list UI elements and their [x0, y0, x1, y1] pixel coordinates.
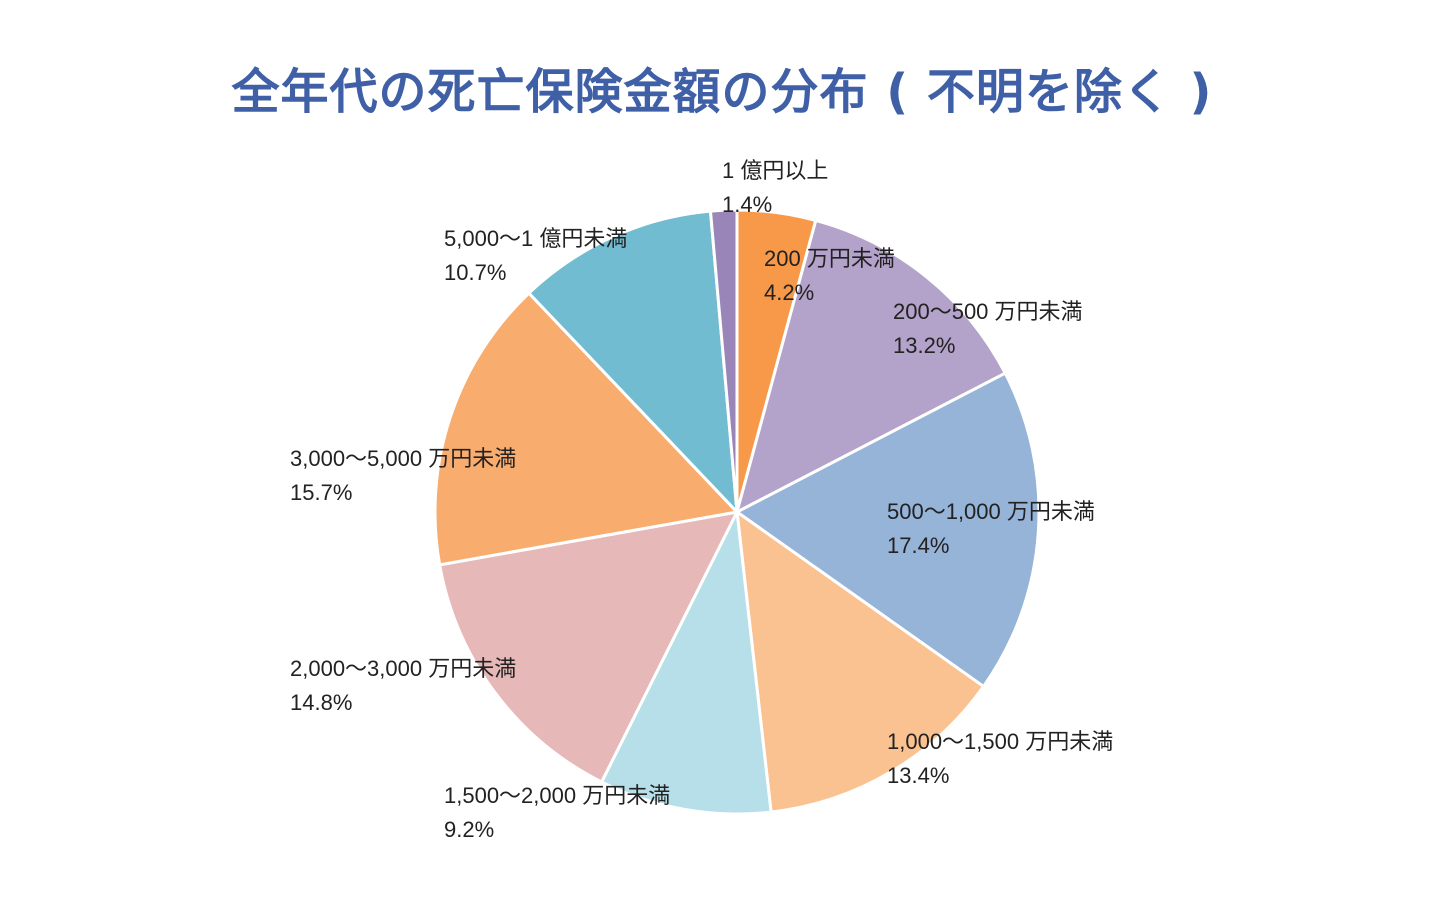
pie-slice [600, 510, 773, 816]
slice-name-label: 5,000〜1 億円未満 [444, 226, 627, 251]
pie-slice [527, 209, 739, 514]
pie-labels: 200 万円未満 4.2% 200〜500 万円未満 13.2% 500〜1,000 万… [290, 158, 1113, 842]
slice-name-label: 3,000〜5,000 万円未満 [290, 446, 516, 471]
slice-percent-label: 13.4% [887, 763, 949, 788]
slice-name-label: 1,000〜1,500 万円未満 [887, 729, 1113, 754]
slice-name-label: 1 億円以上 [722, 158, 828, 183]
pie-slice [708, 208, 739, 514]
pie-slice [433, 291, 739, 567]
slice-percent-label: 10.7% [444, 260, 506, 285]
slice-percent-label: 1.4% [722, 192, 772, 217]
pie-slices [433, 208, 1041, 816]
pie-slice [735, 371, 1041, 688]
slice-name-label: 1,500〜2,000 万円未満 [444, 783, 670, 808]
slice-name-label: 2,000〜3,000 万円未満 [290, 656, 516, 681]
pie-slice [735, 510, 986, 814]
slice-percent-label: 9.2% [444, 817, 494, 842]
slice-percent-label: 15.7% [290, 480, 352, 505]
slice-percent-label: 14.8% [290, 690, 352, 715]
slice-percent-label: 13.2% [893, 333, 955, 358]
chart-title: 全年代の死亡保険金額の分布 ( 不明を除く ) [231, 64, 1213, 120]
slice-name-label: 200 万円未満 [764, 246, 895, 271]
pie-slice [438, 510, 739, 784]
slice-percent-label: 17.4% [887, 533, 949, 558]
slice-name-label: 500〜1,000 万円未満 [887, 499, 1095, 524]
slice-percent-label: 4.2% [764, 280, 814, 305]
slice-name-label: 200〜500 万円未満 [893, 299, 1083, 324]
pie-slice [735, 218, 1007, 514]
